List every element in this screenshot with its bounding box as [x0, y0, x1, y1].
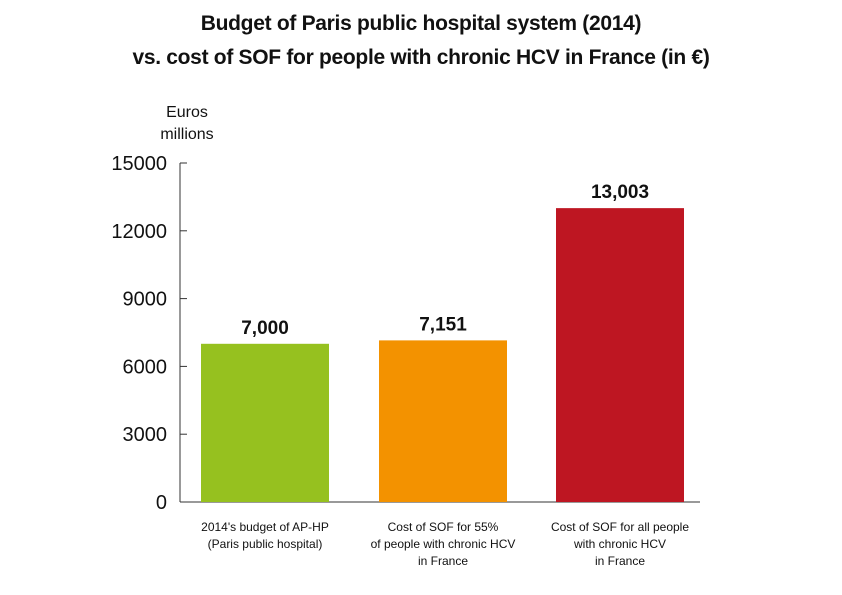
- category-label: (Paris public hospital): [208, 537, 323, 551]
- y-tick-label: 12000: [111, 221, 167, 243]
- category-label: of people with chronic HCV: [371, 537, 516, 551]
- y-axis-label-line: millions: [160, 126, 213, 143]
- y-axis-ticks: 0 3000 6000 9000 12000 15000: [111, 153, 187, 514]
- category-label: in France: [595, 554, 645, 568]
- category-label: with chronic HCV: [573, 537, 666, 551]
- data-label: 13,003: [591, 182, 649, 203]
- y-tick-label: 15000: [111, 153, 167, 175]
- y-tick-label: 6000: [123, 356, 168, 378]
- category-labels: 2014's budget of AP-HP (Paris public hosp…: [201, 520, 689, 568]
- data-labels: 7,000 7,151 13,003: [241, 182, 649, 339]
- chart-subtitle: vs. cost of SOF for people with chronic …: [132, 46, 710, 69]
- category-label: in France: [418, 554, 468, 568]
- bar: [201, 343, 329, 502]
- chart-title: Budget of Paris public hospital system (…: [200, 12, 642, 35]
- data-label: 7,151: [419, 314, 467, 335]
- bars: [201, 208, 684, 502]
- y-tick-label: 0: [156, 492, 167, 514]
- category-label: Cost of SOF for all people: [551, 520, 689, 534]
- y-axis-label: Euros millions: [160, 104, 213, 143]
- bar: [556, 208, 684, 502]
- category-label: Cost of SOF for 55%: [388, 520, 499, 534]
- y-axis-label-line: Euros: [166, 104, 208, 121]
- category-label: 2014's budget of AP-HP: [201, 520, 329, 534]
- bar: [379, 340, 507, 502]
- y-tick-label: 9000: [123, 289, 168, 311]
- data-label: 7,000: [241, 318, 289, 339]
- y-tick-label: 3000: [123, 424, 168, 446]
